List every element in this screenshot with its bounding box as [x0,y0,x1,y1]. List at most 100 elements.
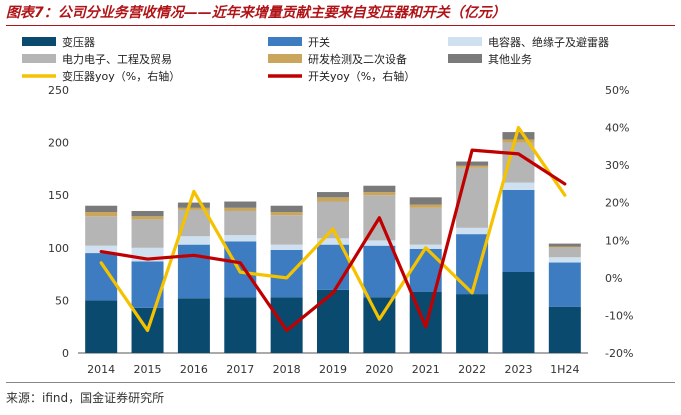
bar-capacitor [85,245,118,254]
bar-capacitor [456,227,489,235]
bar-testing [270,212,303,216]
title-divider [6,25,675,26]
y-tick-label: 50 [55,294,69,307]
legend-label-testing: 研发检测及二次设备 [308,52,407,66]
y2-tick-label: -20% [605,347,633,360]
x-tick-label: 2014 [87,363,115,376]
bar-capacitor [317,238,349,245]
legend-swatch-transformer [22,37,56,46]
bar-transformer [548,306,581,353]
axes: 0 50 100 150 200 250 -20% -10% 0% 10% 20% 30% 40% 50%… [48,84,633,376]
bar-switch [502,189,535,272]
bar-other [85,205,118,213]
bar-power_electronics [409,207,442,245]
bar-testing [502,139,535,143]
bar-power_electronics [456,167,489,228]
y-tick-label: 150 [48,189,69,202]
bar-capacitor [270,244,303,250]
bar-transformer [177,298,210,353]
bar-transformer [317,289,349,353]
bar-testing [224,207,257,211]
y2-tick-label: 40% [605,122,629,135]
legend-swatch-other [448,54,482,63]
bar-other [270,205,303,213]
bar-testing [131,216,164,220]
y-tick-label: 100 [48,242,69,255]
y-tick-label: 200 [48,137,69,150]
bar-other [177,202,210,208]
legend-label-power_electronics: 电力电子、工程及贸易 [62,53,172,66]
bar-switch [363,245,396,298]
bar-testing [177,207,210,210]
bar-transformer [270,297,303,353]
legend-swatch-switch [268,37,302,46]
bar-capacitor [502,182,535,190]
x-tick-label: 2017 [226,363,254,376]
y2-tick-label: 10% [605,234,629,247]
y-tick-label: 0 [62,347,69,360]
x-tick-label: 2019 [319,363,347,376]
bar-testing [548,246,581,248]
bar-capacitor [224,235,257,242]
x-tick-label: 2015 [134,363,162,376]
bar-testing [85,212,118,217]
bar-power_electronics [270,215,303,245]
legend-swatch-testing [268,54,302,63]
bar-other [409,197,442,205]
bar-switch [270,249,303,298]
bar-transformer [363,297,396,353]
line-transformer_yoy [99,125,567,333]
bar-testing [456,165,489,168]
bar-power_electronics [224,210,257,236]
y2-tick-label: 30% [605,159,629,172]
bar-capacitor [177,236,210,245]
legend-label-transformer: 变压器 [62,35,95,49]
bar-testing [317,197,349,202]
bar-testing [363,192,396,196]
bar-transformer [456,294,489,353]
bar-power_electronics [131,219,164,248]
chart-title: 图表7：公司分业务营收情况——近年来增量贡献主要来自变压器和开关（亿元） [6,5,506,21]
bar-power_electronics [317,201,349,239]
y-tick-label: 250 [48,84,69,97]
bar-other [224,201,257,208]
yoy-lines [99,125,567,333]
bar-power_electronics [85,216,118,246]
bar-other [363,185,396,193]
legend-swatch-power_electronics [22,54,56,63]
x-tick-label: 2023 [504,363,532,376]
x-tick-label: 2020 [365,363,393,376]
y2-tick-label: 50% [605,84,629,97]
bar-capacitor [363,240,396,246]
y2-tick-label: -10% [605,309,633,322]
legend-swatch-capacitor [448,37,482,46]
bar-power_electronics [548,247,581,258]
source-divider [6,382,675,383]
legend-label-capacitor: 电容器、绝缘子及避雷器 [488,35,609,49]
bar-switch [456,234,489,295]
bar-transformer [224,297,257,353]
legend-label-other: 其他业务 [488,53,532,66]
bar-switch [177,244,210,299]
y2-tick-label: 0% [605,272,622,285]
x-tick-label: 2021 [412,363,440,376]
bar-switch [548,262,581,307]
bar-transformer [502,271,535,353]
line-switch_yoy [99,148,567,333]
bar-other [131,210,164,217]
source-note: 来源：ifind，国金证券研究所 [6,391,165,405]
bar-other [548,243,581,247]
x-tick-label: 2016 [180,363,208,376]
bar-testing [409,204,442,208]
x-tick-label: 2018 [273,363,301,376]
x-tick-label: 2022 [458,363,486,376]
y2-tick-label: 20% [605,197,629,210]
legend-label-switch: 开关 [308,35,330,49]
bars [85,132,581,353]
x-tick-label: 1H24 [550,363,579,376]
legend-label-switch_yoy: 开关yoy（%，右轴） [308,69,415,83]
legend-label-transformer_yoy: 变压器yoy（%，右轴） [62,69,180,83]
bar-other [317,192,349,198]
